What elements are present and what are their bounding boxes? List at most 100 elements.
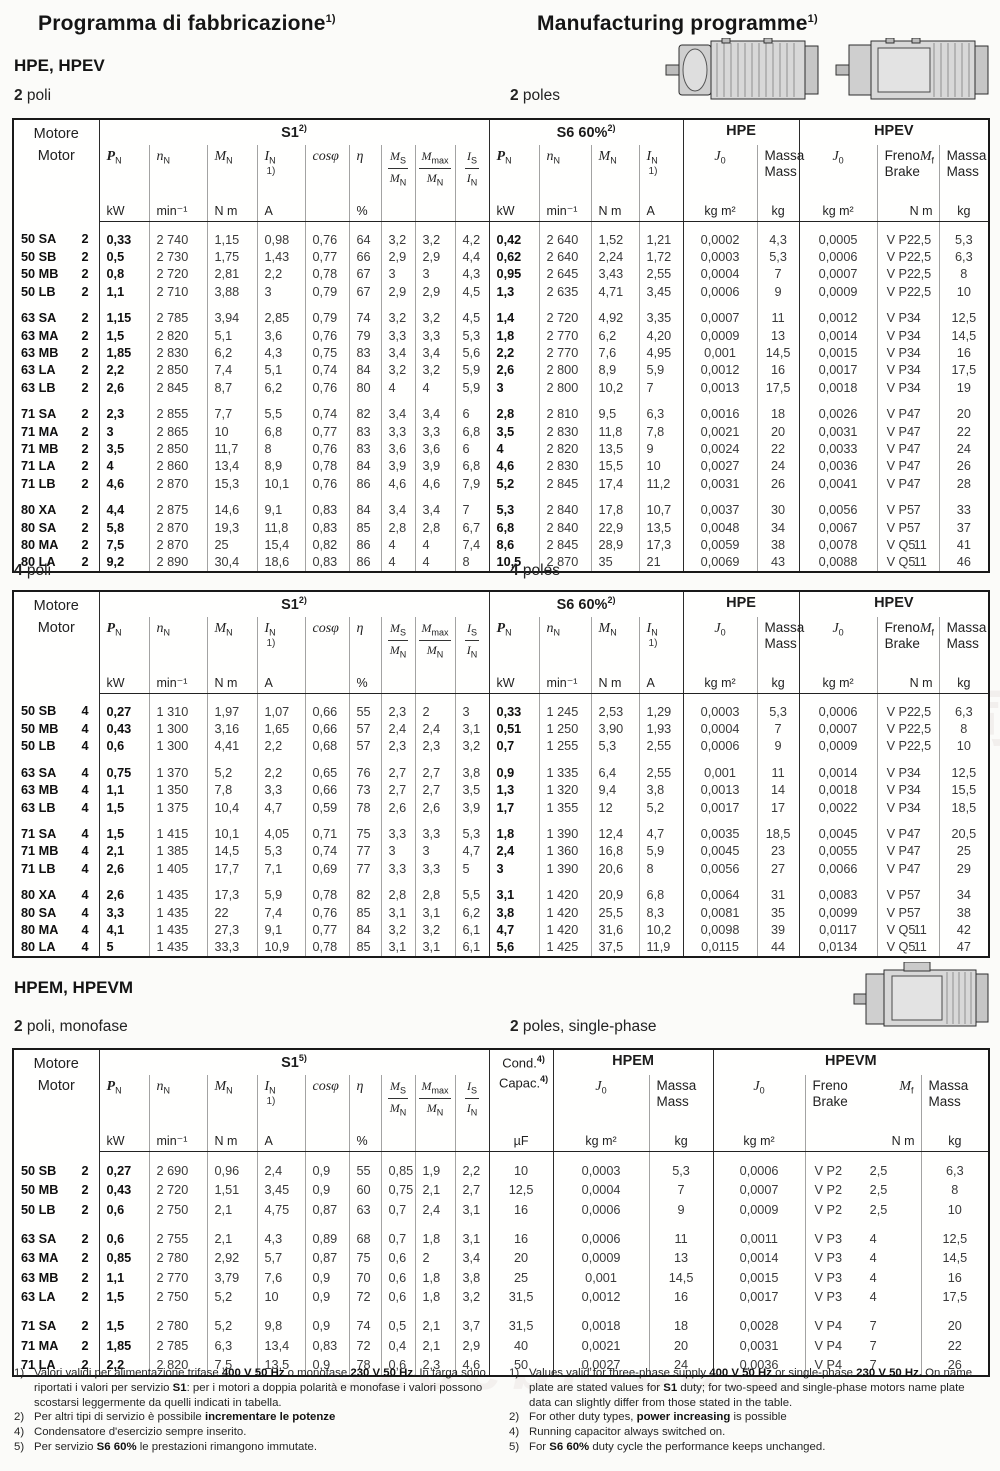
value-cell: 10 <box>207 422 258 441</box>
value-cell: 5,9 <box>639 361 684 380</box>
value-cell: 8 <box>639 860 684 878</box>
brake-cell: V P22,5 <box>877 248 940 266</box>
value-cell: 2,8 <box>381 518 416 537</box>
value-cell: 2 820 <box>149 1355 208 1376</box>
value-cell: 2,1 <box>99 842 150 861</box>
unit-min: min⁻¹ <box>149 1124 208 1152</box>
value-cell: 10,2 <box>591 379 640 397</box>
value-cell: 26 <box>757 475 800 493</box>
brake-cell: V P22,5 <box>877 283 940 301</box>
value-cell: 5,5 <box>455 877 490 904</box>
table-row: 71 SA 2 1,5 2 780 5,2 9,8 0,9 74 0,5 2,1 3,7 31,5 0,… <box>13 1307 989 1336</box>
value-cell: 0,0007 <box>799 265 878 284</box>
value-cell: 3,9 <box>381 457 416 476</box>
value-cell: 1,21 <box>639 221 684 249</box>
value-cell: 0,43 <box>99 1180 150 1201</box>
value-cell: 0,95 <box>489 265 540 284</box>
value-cell: 2,3 <box>415 737 456 756</box>
value-cell: 0,0099 <box>799 903 878 922</box>
value-cell: 17,5 <box>951 363 977 378</box>
value-cell: 0,0017 <box>799 361 878 380</box>
value-cell: 13,5 <box>257 1355 306 1376</box>
value-cell: 0,0021 <box>683 422 758 441</box>
table-row: 80 LA 4 5 1 435 33,3 10,9 0,78 85 3,1 3,1 6,1 5,6 1 … <box>13 938 989 958</box>
value-cell: 27,3 <box>207 921 258 939</box>
value-cell: 2,6 <box>99 877 150 904</box>
value-cell: 4,95 <box>639 344 684 362</box>
value-cell: 2 890 <box>149 553 208 573</box>
value-cell: 2,8 <box>381 877 416 904</box>
value-cell: 13,4 <box>207 457 258 476</box>
group-header-s1: S12) <box>99 119 490 145</box>
value-cell: 77 <box>349 860 382 878</box>
value-cell: 55 <box>349 1151 382 1181</box>
unit-blank <box>381 194 416 222</box>
unit-blank <box>415 194 456 222</box>
value-cell: 2 750 <box>149 1200 208 1220</box>
value-cell: 1,5 <box>99 798 150 817</box>
col-header-in: IN 1) <box>257 145 306 194</box>
value-cell: 2 870 <box>539 553 592 573</box>
value-cell: 0,83 <box>305 492 350 519</box>
value-cell: 10 <box>947 1202 962 1217</box>
col-header-mass-hpe: Massa Mass <box>757 145 804 194</box>
value-cell: 2,92 <box>207 1248 258 1268</box>
value-cell: 57 <box>349 720 382 738</box>
col-header-motor: Motore Motor <box>13 591 100 694</box>
table-row: 80 MA 4 4,1 1 435 27,3 9,1 0,77 84 3,2 3,2 6,1 4,7 1… <box>13 921 989 939</box>
value-cell: 2 865 <box>149 422 208 441</box>
row-group: 63 SA 4 0,75 1 370 5,2 2,2 0,65 76 2,7 2,7 3,8 0,9 1… <box>13 755 989 817</box>
value-cell: 3,2 <box>415 221 456 249</box>
table-row: 63 MA 2 0,85 2 780 2,92 5,7 0,87 75 0,6 2 3,4 20 0,0… <box>13 1248 989 1268</box>
value-cell: 0,0015 <box>713 1267 806 1288</box>
col-header-eta: η <box>349 145 382 194</box>
value-cell: 0,33 <box>489 693 540 721</box>
value-cell: 5,6 <box>489 938 540 958</box>
value-cell: 15,5 <box>951 783 977 798</box>
unit-kw: kW <box>99 666 150 694</box>
value-cell: 9,8 <box>257 1307 306 1336</box>
brake-cell: V P47 <box>877 396 940 423</box>
value-cell: 24 <box>956 441 971 456</box>
value-cell: 1,72 <box>639 248 684 266</box>
value-cell: 0,0005 <box>799 221 878 249</box>
brake-cell: V P47 <box>877 842 940 861</box>
value-cell: 43 <box>757 553 800 573</box>
value-cell: 4,7 <box>455 842 490 861</box>
value-cell: 14,6 <box>207 492 258 519</box>
value-cell: 10,1 <box>207 816 258 843</box>
value-cell: 4,2 <box>455 221 490 249</box>
value-cell: 4,75 <box>257 1200 306 1220</box>
value-cell: 7,6 <box>257 1267 306 1288</box>
group-header-hpem: HPEM <box>553 1049 714 1075</box>
value-cell: 2 <box>415 693 456 721</box>
motor-model-cell: 63 MB 2 <box>13 1267 100 1288</box>
col-header-mass-hpevm: Massa Mass <box>928 1078 969 1110</box>
value-cell: 0,0006 <box>713 1151 806 1181</box>
value-cell: 7,7 <box>207 396 258 423</box>
value-cell: 10,4 <box>207 798 258 817</box>
value-cell: 30 <box>757 492 800 519</box>
value-cell: 3,5 <box>99 440 150 458</box>
col-header-j0-hpev: J0 <box>799 145 878 194</box>
value-cell: 2,6 <box>489 361 540 380</box>
value-cell: 0,98 <box>257 221 306 249</box>
value-cell: 0,001 <box>553 1267 650 1288</box>
table-row: 71 LB 2 4,6 2 870 15,3 10,1 0,76 86 4,6 4,6 7,9 5,2… <box>13 475 989 493</box>
value-cell: 20 <box>757 422 800 441</box>
value-cell: 0,0009 <box>553 1248 650 1268</box>
group-header-s6: S6 60%2) <box>489 119 684 145</box>
motor-model-cell: 71 LB 4 <box>13 860 100 878</box>
value-cell: 2,9 <box>381 248 416 266</box>
value-cell: 0,87 <box>305 1248 350 1268</box>
value-cell: 0,0048 <box>683 518 758 537</box>
value-cell: 0,6 <box>381 1248 416 1268</box>
value-cell: 16 <box>757 361 800 380</box>
value-cell: 3,6 <box>257 326 306 345</box>
value-cell: 1 320 <box>539 781 592 799</box>
unit-min: min⁻¹ <box>539 666 592 694</box>
